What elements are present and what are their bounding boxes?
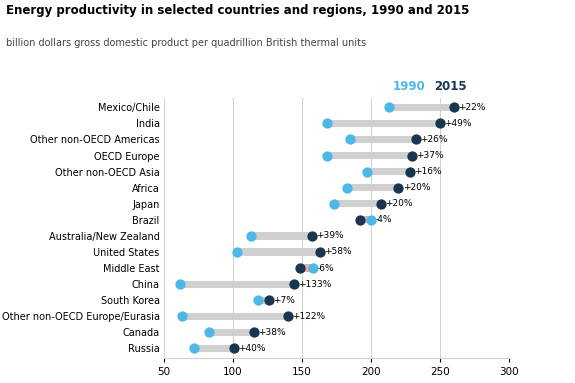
Point (315, 249, 324, 255)
Text: Energy productivity in selected countries and regions, 1990 and 2015: Energy productivity in selected countrie… (6, 4, 469, 17)
Point (435, 120, 444, 126)
Bar (258, 296, 269, 304)
Point (362, 169, 371, 175)
Text: -6%: -6% (317, 264, 335, 273)
Point (253, 297, 262, 303)
Point (296, 265, 305, 271)
Point (376, 201, 385, 207)
Text: +22%: +22% (458, 103, 485, 112)
Point (249, 329, 258, 336)
Text: billion dollars gross domestic product per quadrillion British thermal units: billion dollars gross domestic product p… (6, 38, 366, 48)
Text: +122%: +122% (292, 312, 325, 321)
Bar (181, 280, 294, 288)
Bar (350, 136, 416, 143)
Bar (389, 104, 454, 111)
Text: 2015: 2015 (435, 80, 467, 93)
Bar (367, 168, 409, 175)
Text: 1990: 1990 (393, 80, 426, 93)
Point (384, 104, 393, 110)
Point (322, 152, 331, 159)
Bar (237, 249, 320, 255)
Point (232, 249, 242, 255)
Text: +39%: +39% (316, 231, 343, 241)
Point (246, 233, 255, 239)
Text: +38%: +38% (258, 328, 285, 337)
Point (177, 313, 186, 319)
Text: +20%: +20% (402, 183, 430, 192)
Point (408, 152, 417, 159)
Text: +58%: +58% (324, 247, 351, 257)
Point (307, 233, 316, 239)
Point (405, 169, 414, 175)
Point (412, 136, 421, 142)
Point (329, 201, 338, 207)
Point (355, 217, 365, 223)
Bar (209, 329, 254, 336)
Bar (327, 152, 412, 159)
Point (264, 297, 273, 303)
Text: +26%: +26% (420, 135, 448, 144)
Point (283, 313, 293, 319)
Text: +40%: +40% (239, 344, 266, 353)
Bar (301, 264, 313, 272)
Text: -4%: -4% (375, 215, 393, 224)
Bar (182, 313, 288, 320)
Text: +20%: +20% (385, 199, 412, 208)
Point (449, 104, 458, 110)
Point (190, 345, 199, 352)
Bar (347, 184, 398, 192)
Text: +16%: +16% (413, 167, 441, 176)
Point (229, 345, 239, 352)
Point (322, 120, 331, 126)
Text: +7%: +7% (273, 296, 295, 305)
Bar (251, 232, 312, 239)
Point (289, 281, 298, 287)
Point (176, 281, 185, 287)
Point (394, 185, 403, 191)
Bar (360, 216, 371, 223)
Point (366, 217, 375, 223)
Bar (334, 200, 381, 207)
Bar (327, 120, 440, 127)
Bar (194, 345, 234, 352)
Point (346, 136, 355, 142)
Point (343, 185, 352, 191)
Point (308, 265, 317, 271)
Text: +133%: +133% (298, 280, 331, 289)
Text: +37%: +37% (416, 151, 444, 160)
Text: +49%: +49% (444, 119, 472, 128)
Point (205, 329, 214, 336)
